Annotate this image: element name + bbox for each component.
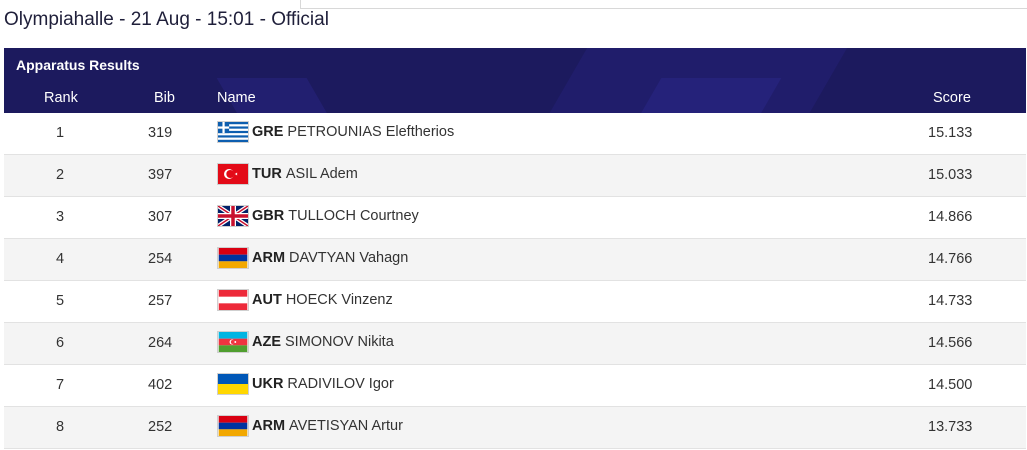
score-cell: 14.566 bbox=[928, 335, 973, 351]
table-row[interactable]: 3 307 GBR TULLOCH Courtney 14.866 bbox=[4, 197, 1026, 239]
column-headers: Rank Bib Name Score bbox=[4, 88, 1026, 112]
athlete-cell[interactable]: ARM DAVTYAN Vahagn bbox=[218, 248, 408, 268]
noc-code: ARM bbox=[252, 418, 286, 434]
rank-cell: 6 bbox=[56, 335, 65, 351]
column-header-rank[interactable]: Rank bbox=[44, 90, 78, 106]
austria-flag-icon bbox=[218, 290, 248, 310]
athlete-cell[interactable]: AUT HOECK Vinzenz bbox=[218, 290, 393, 310]
table-row[interactable]: 8 252 ARM AVETISYAN Artur 13.733 bbox=[4, 407, 1026, 449]
table-title: Apparatus Results bbox=[16, 57, 140, 73]
table-row[interactable]: 5 257 AUT HOECK Vinzenz 14.733 bbox=[4, 281, 1026, 323]
athlete-name: PETROUNIAS Eleftherios bbox=[287, 124, 455, 140]
bib-cell: 252 bbox=[148, 419, 173, 435]
azerbaijan-flag-icon bbox=[218, 332, 248, 352]
rank-cell: 5 bbox=[56, 293, 65, 309]
bib-cell: 264 bbox=[148, 335, 173, 351]
noc-code: GRE bbox=[252, 124, 284, 140]
armenia-flag-icon bbox=[218, 416, 248, 436]
column-header-name[interactable]: Name bbox=[217, 90, 256, 106]
turkey-flag-icon bbox=[218, 164, 248, 184]
score-cell: 15.133 bbox=[928, 125, 973, 141]
score-cell: 13.733 bbox=[928, 419, 973, 435]
rank-cell: 3 bbox=[56, 209, 65, 225]
column-header-bib[interactable]: Bib bbox=[154, 90, 175, 106]
bib-cell: 319 bbox=[148, 125, 173, 141]
apparatus-results-table: Apparatus Results Rank Bib Name Score 1 … bbox=[4, 48, 1026, 449]
athlete-name: RADIVILOV Igor bbox=[287, 376, 394, 392]
bib-cell: 402 bbox=[148, 377, 173, 393]
bib-cell: 397 bbox=[148, 167, 173, 183]
score-cell: 14.500 bbox=[928, 377, 973, 393]
athlete-name: TULLOCH Courtney bbox=[288, 208, 419, 224]
table-row[interactable]: 4 254 ARM DAVTYAN Vahagn 14.766 bbox=[4, 239, 1026, 281]
athlete-cell[interactable]: GRE PETROUNIAS Eleftherios bbox=[218, 122, 454, 142]
page-title: Olympiahalle - 21 Aug - 15:01 - Official bbox=[4, 9, 329, 30]
noc-code: AZE bbox=[252, 334, 281, 350]
athlete-cell[interactable]: ARM AVETISYAN Artur bbox=[218, 416, 403, 436]
table-header: Apparatus Results Rank Bib Name Score bbox=[4, 48, 1026, 113]
bib-cell: 307 bbox=[148, 209, 173, 225]
athlete-name: ASIL Adem bbox=[285, 166, 358, 182]
column-header-score[interactable]: Score bbox=[933, 90, 971, 106]
results-body: 1 319 GRE PETROUNIAS Eleftherios 15.133 … bbox=[4, 113, 1026, 449]
ukraine-flag-icon bbox=[218, 374, 248, 394]
athlete-name: AVETISYAN Artur bbox=[289, 418, 403, 434]
score-cell: 14.733 bbox=[928, 293, 973, 309]
noc-code: UKR bbox=[252, 376, 284, 392]
noc-code: AUT bbox=[252, 292, 282, 308]
athlete-cell[interactable]: AZE SIMONOV Nikita bbox=[218, 332, 394, 352]
top-bar: Olympiahalle - 21 Aug - 15:01 - Official bbox=[0, 0, 1027, 38]
table-row[interactable]: 1 319 GRE PETROUNIAS Eleftherios 15.133 bbox=[4, 113, 1026, 155]
rank-cell: 4 bbox=[56, 251, 65, 267]
rank-cell: 8 bbox=[56, 419, 65, 435]
athlete-cell[interactable]: TUR ASIL Adem bbox=[218, 164, 358, 184]
noc-code: TUR bbox=[252, 166, 282, 182]
score-cell: 15.033 bbox=[928, 167, 973, 183]
armenia-flag-icon bbox=[218, 248, 248, 268]
noc-code: ARM bbox=[252, 250, 286, 266]
greece-flag-icon bbox=[218, 122, 248, 142]
table-row[interactable]: 6 264 AZE SIMONOV Nikita 14.566 bbox=[4, 323, 1026, 365]
rank-cell: 2 bbox=[56, 167, 65, 183]
table-row[interactable]: 2 397 TUR ASIL Adem 15.033 bbox=[4, 155, 1026, 197]
bib-cell: 254 bbox=[148, 251, 173, 267]
athlete-cell[interactable]: UKR RADIVILOV Igor bbox=[218, 374, 394, 394]
score-cell: 14.766 bbox=[928, 251, 973, 267]
score-cell: 14.866 bbox=[928, 209, 973, 225]
athlete-cell[interactable]: GBR TULLOCH Courtney bbox=[218, 206, 419, 226]
rank-cell: 1 bbox=[56, 125, 65, 141]
great-britain-flag-icon bbox=[218, 206, 248, 226]
tab-rule bbox=[300, 8, 1027, 9]
athlete-name: HOECK Vinzenz bbox=[285, 292, 393, 308]
tab-divider bbox=[300, 0, 301, 8]
noc-code: GBR bbox=[252, 208, 285, 224]
rank-cell: 7 bbox=[56, 377, 65, 393]
bib-cell: 257 bbox=[148, 293, 173, 309]
athlete-name: SIMONOV Nikita bbox=[285, 334, 394, 350]
table-row[interactable]: 7 402 UKR RADIVILOV Igor 14.500 bbox=[4, 365, 1026, 407]
athlete-name: DAVTYAN Vahagn bbox=[289, 250, 409, 266]
